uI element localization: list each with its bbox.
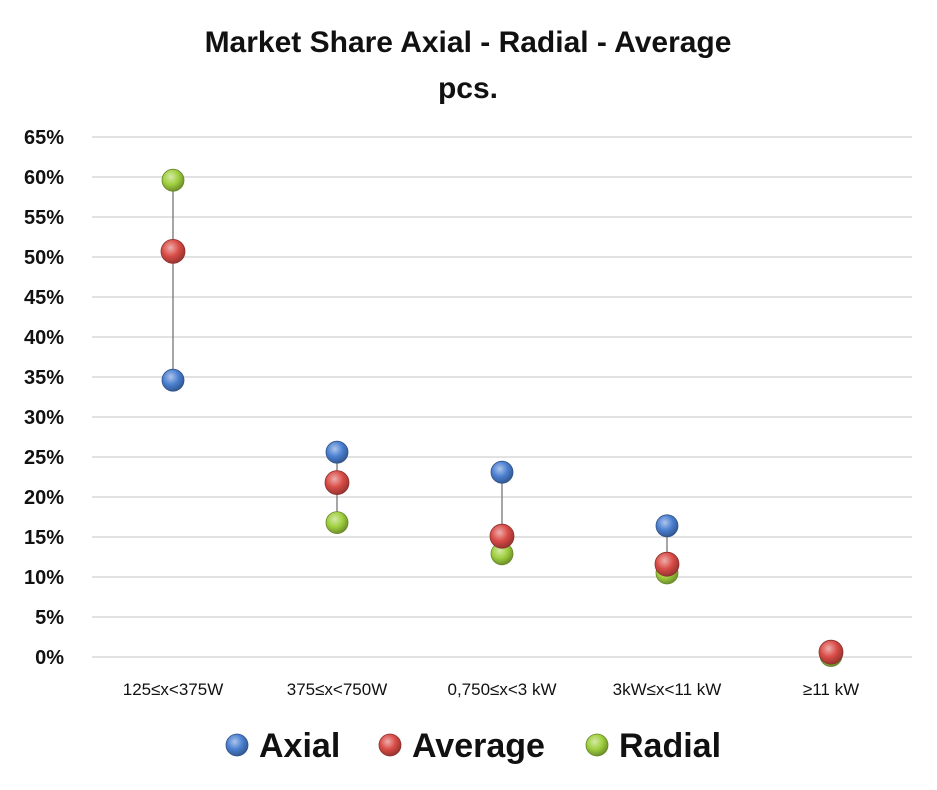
legend-radial-marker	[585, 733, 609, 757]
axial-point	[655, 514, 679, 538]
y-tick-label: 30%	[24, 407, 64, 429]
legend-average-label: Average	[412, 727, 545, 765]
x-category-label: 375≤x<750W	[287, 680, 388, 699]
x-category-label: 125≤x<375W	[123, 680, 224, 699]
average-point	[324, 470, 350, 496]
average-point	[654, 551, 680, 577]
y-tick-label: 5%	[35, 607, 64, 629]
x-category-label: 0,750≤x<3 kW	[447, 680, 556, 699]
y-tick-label: 45%	[24, 287, 64, 309]
y-tick-label: 10%	[24, 567, 64, 589]
radial-point	[325, 511, 349, 534]
x-axis-category-labels: 125≤x<375W 375≤x<750W 0,750≤x<3 kW 3kW≤x<11…	[123, 680, 859, 699]
y-tick-label: 35%	[24, 367, 64, 389]
y-tick-label: 40%	[24, 327, 64, 349]
legend-axial-label: Axial	[259, 727, 340, 765]
x-category-label: ≥11 kW	[803, 680, 859, 699]
axial-point	[325, 440, 349, 464]
y-tick-label: 50%	[24, 247, 64, 269]
y-tick-label: 25%	[24, 447, 64, 469]
y-axis-tick-labels: 0% 5% 10% 15% 20% 25% 30% 35% 40% 45% 50% 55% 60% 65%	[24, 127, 64, 669]
y-tick-label: 55%	[24, 207, 64, 229]
chart-title: Market Share Axial - Radial - Average pc…	[205, 26, 732, 105]
average-point	[818, 639, 844, 665]
data-points	[160, 168, 844, 667]
legend-axial-marker	[225, 733, 249, 757]
x-category-label: 3kW≤x<11 kW	[613, 680, 722, 699]
legend: Axial Average Radial	[225, 727, 721, 765]
axial-point	[161, 368, 185, 392]
average-point	[489, 523, 515, 549]
chart-title-line-2: pcs.	[438, 72, 498, 105]
radial-point	[161, 168, 185, 192]
legend-average-marker	[378, 733, 402, 757]
chart-title-line-1: Market Share Axial - Radial - Average	[205, 26, 732, 59]
legend-radial-label: Radial	[619, 727, 721, 765]
y-gridlines	[92, 136, 912, 658]
average-point	[160, 238, 186, 264]
y-tick-label: 15%	[24, 527, 64, 549]
y-tick-label: 20%	[24, 487, 64, 509]
axial-point	[490, 460, 514, 484]
y-tick-label: 60%	[24, 167, 64, 189]
range-lines	[172, 180, 832, 656]
y-tick-label: 65%	[24, 127, 64, 149]
y-tick-label: 0%	[35, 647, 64, 669]
